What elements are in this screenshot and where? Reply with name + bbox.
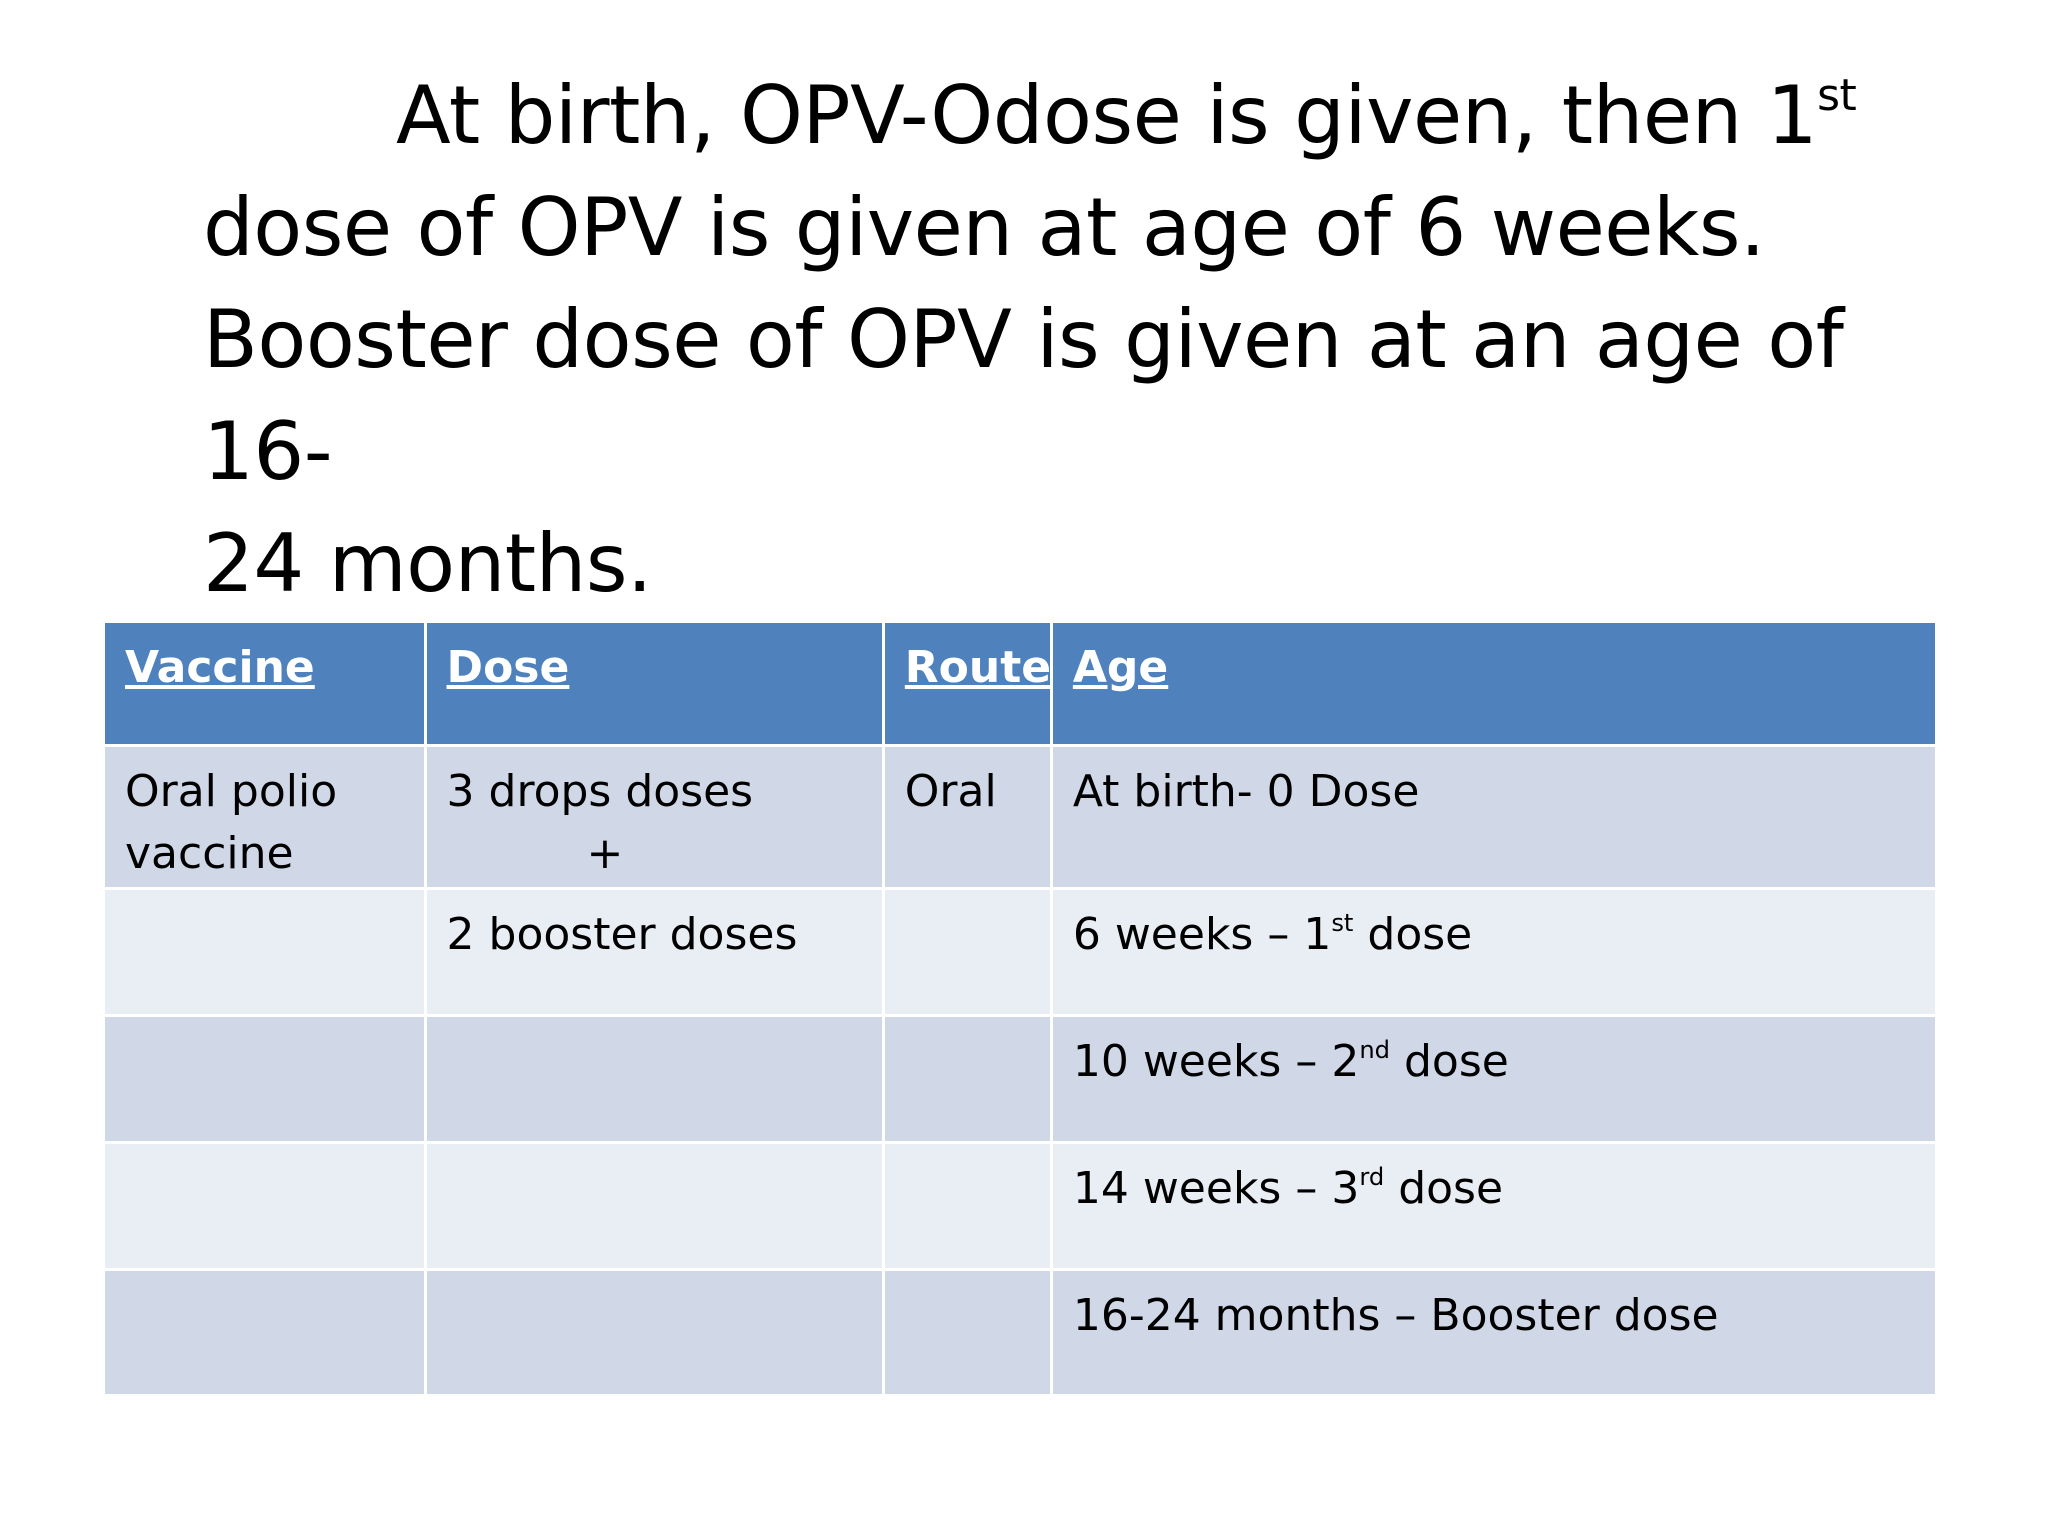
paragraph-line-1-superscript: st: [1817, 70, 1857, 121]
cell-age-superscript: rd: [1359, 1162, 1385, 1191]
cell-age-text: 14 weeks – 3: [1072, 1163, 1360, 1214]
header-vaccine: Vaccine: [102, 620, 427, 747]
cell-age-suffix: dose: [1390, 1036, 1509, 1087]
cell-route: [881, 887, 1053, 1017]
cell-vaccine: [102, 887, 427, 1017]
cell-age-suffix: dose: [1353, 909, 1473, 960]
cell-age-superscript: nd: [1359, 1035, 1391, 1064]
cell-age: At birth- 0 Dose: [1049, 744, 1939, 890]
cell-age: 14 weeks – 3rd dose: [1049, 1141, 1939, 1271]
paragraph-line-1: At birth, OPV-Odose is given, then 1: [396, 69, 1818, 162]
cell-vaccine: [102, 1141, 427, 1271]
cell-age-text: 10 weeks – 2: [1072, 1036, 1360, 1087]
cell-age: 6 weeks – 1st dose: [1049, 887, 1939, 1017]
table-row: 2 booster doses 6 weeks – 1st dose: [102, 887, 1939, 1017]
vaccine-schedule-table: Vaccine Dose Route Age Oral polio vaccin…: [102, 620, 1939, 1397]
table-header-row: Vaccine Dose Route Age: [102, 620, 1939, 747]
cell-route: [881, 1014, 1053, 1144]
cell-dose: [423, 1268, 885, 1397]
cell-vaccine: Oral polio vaccine: [102, 744, 427, 890]
cell-age: 10 weeks – 2nd dose: [1049, 1014, 1939, 1144]
table-row: Oral polio vaccine 3 drops doses + Oral …: [102, 744, 1939, 890]
table-row: 10 weeks – 2nd dose: [102, 1014, 1939, 1144]
paragraph-line-2: dose of OPV is given at age of 6 weeks.: [203, 181, 1765, 274]
cell-age: 16-24 months – Booster dose: [1049, 1268, 1939, 1397]
header-route: Route: [881, 620, 1053, 747]
table-row: 16-24 months – Booster dose: [102, 1268, 1939, 1397]
cell-route: Oral: [881, 744, 1053, 890]
cell-age-text: 6 weeks – 1: [1072, 909, 1332, 960]
cell-vaccine-line-2: vaccine: [125, 828, 294, 879]
cell-dose-plus: +: [586, 828, 624, 879]
paragraph-line-3: Booster dose of OPV is given at an age o…: [203, 293, 1844, 498]
cell-dose-line-1: 3 drops doses: [446, 766, 754, 817]
cell-vaccine-line-1: Oral polio: [125, 766, 338, 817]
body-paragraph: At birth, OPV-Odose is given, then 1st d…: [203, 60, 1903, 620]
table-row: 14 weeks – 3rd dose: [102, 1141, 1939, 1271]
cell-dose: [423, 1014, 885, 1144]
cell-dose: 2 booster doses: [423, 887, 885, 1017]
cell-dose: 3 drops doses +: [423, 744, 885, 890]
cell-route: [881, 1141, 1053, 1271]
cell-dose: [423, 1141, 885, 1271]
cell-age-suffix: dose: [1384, 1163, 1504, 1214]
header-age: Age: [1049, 620, 1939, 747]
paragraph-line-4: 24 months.: [203, 517, 652, 610]
header-dose: Dose: [423, 620, 885, 747]
cell-vaccine: [102, 1014, 427, 1144]
cell-age-text: At birth- 0 Dose: [1072, 766, 1420, 817]
cell-age-text: 16-24 months – Booster dose: [1072, 1290, 1719, 1341]
cell-vaccine: [102, 1268, 427, 1397]
cell-age-superscript: st: [1331, 908, 1354, 937]
cell-route: [881, 1268, 1053, 1397]
